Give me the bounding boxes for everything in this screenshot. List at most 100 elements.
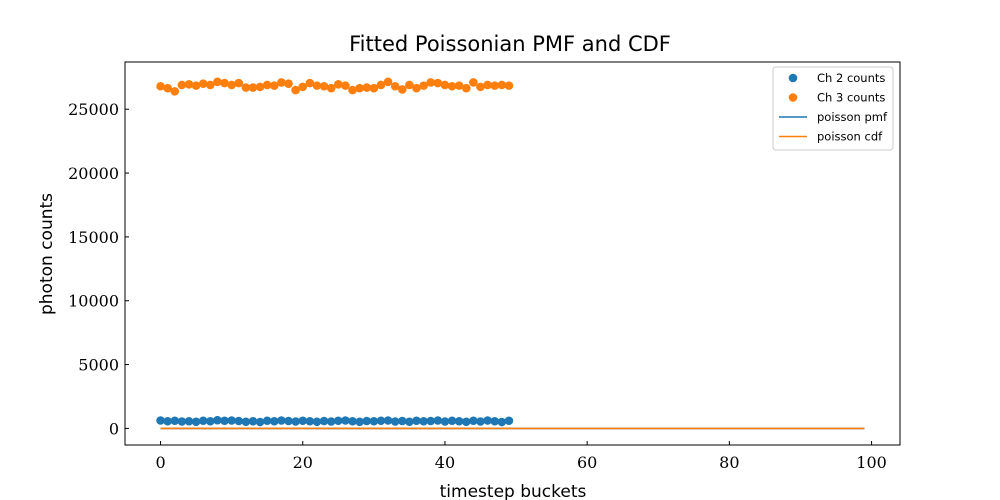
data-point [362,83,372,92]
data-point [163,416,172,426]
data-point [440,80,450,90]
data-point [284,79,293,89]
data-point [433,416,443,425]
data-point [248,83,258,92]
data-point [270,416,279,426]
data-point [341,416,350,425]
data-point [262,80,272,90]
data-point [383,416,393,425]
data-point [184,80,194,89]
data-point [490,416,500,426]
data-point [213,415,222,425]
data-point [390,81,400,91]
data-point [206,80,215,90]
data-point [454,416,464,426]
data-point [419,81,428,90]
data-point [476,82,485,92]
data-point [234,78,244,88]
y-tick-label: 25000 [68,100,119,119]
y-tick-label: 15000 [68,228,119,247]
legend-marker [788,93,798,102]
legend: Ch 2 counts Ch 3 counts poisson pmf poisson… [772,66,894,151]
data-point [255,82,265,92]
data-point [177,417,187,426]
data-point [461,83,471,93]
x-axis-label: timestep buckets [440,482,587,500]
data-point [248,416,258,426]
data-point [454,81,464,90]
data-point [397,85,407,94]
data-point [497,80,507,90]
data-point [191,81,201,90]
data-point [348,85,357,95]
x-tick-label: 80 [719,453,739,472]
data-point [198,79,208,89]
data-point [334,416,343,426]
data-point [284,416,293,426]
legend-label: poisson cdf [817,130,883,144]
data-point [277,416,286,425]
data-point [170,416,180,426]
data-point [483,416,492,425]
data-point [241,83,251,92]
legend-box [772,66,894,151]
legend-label: Ch 3 counts [817,91,885,105]
x-tick-label: 60 [577,453,597,472]
data-point [191,417,201,427]
legend-marker [788,73,798,83]
y-tick-label: 5000 [78,356,119,375]
data-point [348,416,357,426]
axes-frame [124,61,901,446]
data-point [461,417,471,427]
data-point [376,416,386,426]
data-point [298,82,308,92]
x-tick-label: 0 [155,453,165,472]
x-tick-label: 20 [293,453,313,472]
data-point [405,417,414,427]
data-point [227,416,236,425]
data-point [326,83,336,93]
data-point [405,80,414,90]
data-point [319,416,329,426]
data-point [305,78,315,88]
data-point [504,416,514,426]
data-point [156,416,165,425]
data-point [177,80,187,90]
data-point [383,77,393,87]
data-point [156,81,165,91]
plot-area: 0 20 40 60 80 100 0 5000 10000 15000 20000 25000 [68,61,901,472]
data-point [397,416,407,426]
y-tick-label: 20000 [68,164,119,183]
chart-title: Fitted Poissonian PMF and CDF [349,32,671,56]
data-point [291,85,300,95]
data-point [433,78,443,88]
data-point [469,416,478,426]
x-tick-label: 40 [435,453,455,472]
data-point [419,416,428,426]
data-point [312,81,322,90]
y-tick-label: 0 [109,419,119,438]
data-point [341,81,350,90]
data-point [227,80,236,90]
legend-label: Ch 2 counts [817,71,885,85]
data-point [426,416,436,426]
data-point [213,77,222,87]
data-point [476,417,485,426]
data-point [319,81,329,91]
data-point [220,416,229,426]
data-point [447,416,457,426]
data-point [390,417,400,426]
data-point [426,78,436,87]
legend-label: poisson pmf [817,110,888,124]
data-point [355,83,364,93]
data-point [483,80,492,90]
data-point [170,87,180,96]
data-point [312,417,322,427]
data-point [270,81,279,90]
data-point [334,80,343,89]
data-point [440,417,450,426]
data-point [504,81,514,90]
data-point [362,416,372,426]
data-point [376,80,386,90]
data-point [447,81,457,91]
